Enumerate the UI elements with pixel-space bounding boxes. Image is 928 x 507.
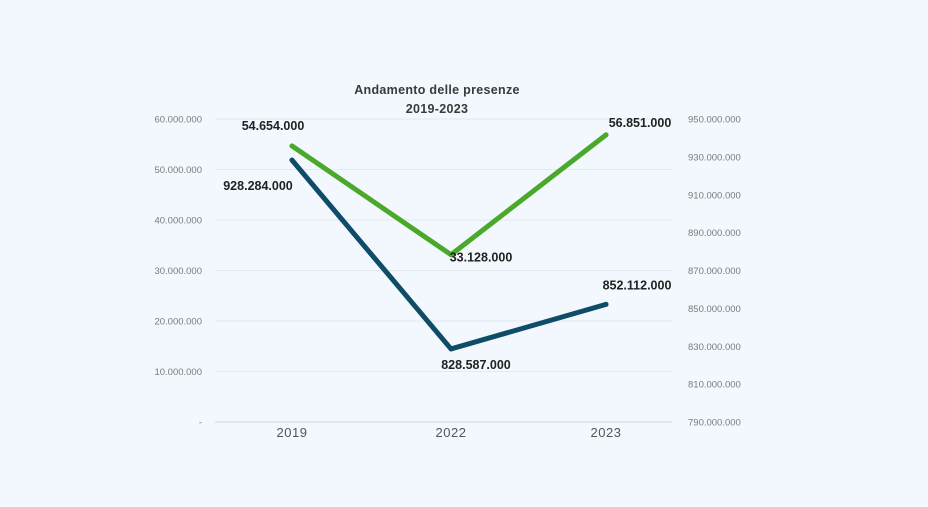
- right-axis-tick-label: 830.000.000: [688, 342, 741, 353]
- data-label: 33.128.000: [450, 251, 513, 265]
- right-axis-tick-label: 950.000.000: [688, 115, 741, 126]
- data-point: [289, 157, 295, 163]
- right-axis-tick-label: 810.000.000: [688, 380, 741, 391]
- left-axis-tick-label: 50.000.000: [154, 165, 202, 176]
- data-point: [603, 301, 609, 307]
- data-label: 928.284.000: [223, 179, 293, 193]
- right-axis-tick-label: 890.000.000: [688, 228, 741, 239]
- data-labels: 54.654.000 33.128.000 56.851.000 928.284.00…: [223, 116, 671, 372]
- data-label: 54.654.000: [242, 119, 305, 133]
- series: [289, 132, 609, 352]
- right-axis-tick-label: 930.000.000: [688, 152, 741, 163]
- data-label: 56.851.000: [609, 116, 672, 130]
- right-axis-tick-label: 910.000.000: [688, 190, 741, 201]
- data-point: [448, 252, 454, 258]
- left-axis-tick-label: 20.000.000: [154, 317, 202, 328]
- left-axis-tick-label: 10.000.000: [154, 367, 202, 378]
- data-label: 828.587.000: [441, 358, 511, 372]
- data-point: [603, 132, 609, 138]
- data-label: 852.112.000: [603, 278, 672, 292]
- data-point: [448, 346, 454, 352]
- gridlines: [215, 118, 672, 423]
- chart-title: Andamento delle presenze: [354, 83, 520, 97]
- left-axis-tick-label: 60.000.000: [154, 115, 202, 126]
- right-axis-tick-label: 790.000.000: [688, 418, 741, 429]
- x-axis-tick-label: 2019: [277, 425, 308, 440]
- x-axis-tick-label: 2023: [591, 425, 622, 440]
- axes: - 10.000.000 20.000.000 30.000.000 40.000.00…: [154, 115, 740, 441]
- right-axis-tick-label: 850.000.000: [688, 304, 741, 315]
- chart-subtitle: 2019-2023: [406, 102, 468, 116]
- left-axis-tick-label: -: [199, 418, 202, 429]
- left-axis-tick-label: 40.000.000: [154, 216, 202, 227]
- x-axis-tick-label: 2022: [436, 425, 467, 440]
- data-point: [289, 143, 295, 149]
- right-axis-tick-label: 870.000.000: [688, 266, 741, 277]
- left-axis-tick-label: 30.000.000: [154, 266, 202, 277]
